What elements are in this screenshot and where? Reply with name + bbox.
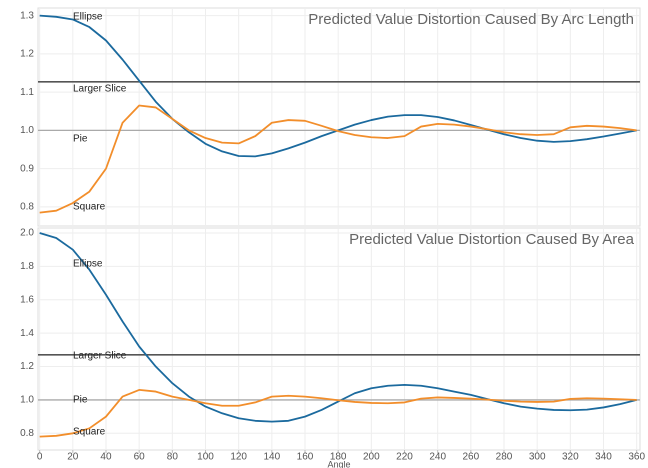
- line-series: [39, 389, 637, 438]
- y-tick-label: 0.9: [20, 163, 34, 174]
- y-tick-label: 1.3: [20, 10, 34, 21]
- y-tick-label: 1.4: [20, 328, 34, 339]
- line-series: [39, 104, 637, 214]
- y-tick-label: 1.2: [20, 49, 34, 60]
- y-tick-label: 1.8: [20, 261, 34, 272]
- y-tick-label: 1.6: [20, 294, 34, 305]
- x-tick-label: 80: [167, 452, 179, 463]
- y-tick-label: 1.0: [20, 395, 34, 406]
- line-series: [39, 232, 637, 423]
- x-tick-label: 40: [100, 452, 112, 463]
- chart-title: Predicted Value Distortion Caused By Arc…: [308, 11, 634, 28]
- y-tick-label: 0.8: [20, 202, 34, 213]
- x-tick-label: 120: [230, 452, 247, 463]
- x-axis-label: Angle: [327, 459, 350, 468]
- panel: [37, 7, 641, 227]
- x-tick-label: 320: [562, 452, 579, 463]
- x-tick-label: 280: [496, 452, 513, 463]
- x-tick-label: 160: [297, 452, 314, 463]
- y-tick-label: 1.2: [20, 361, 34, 372]
- series-label: Square: [73, 427, 106, 438]
- y-tick-label: 1.1: [20, 87, 34, 98]
- x-tick-label: 360: [628, 452, 645, 463]
- reference-label: Larger Slice: [73, 84, 127, 95]
- x-tick-label: 340: [595, 452, 612, 463]
- y-tick-label: 0.8: [20, 428, 34, 439]
- y-tick-label: 1.0: [20, 125, 34, 136]
- x-tick-label: 100: [197, 452, 214, 463]
- x-tick-label: 140: [263, 452, 280, 463]
- chart-title: Predicted Value Distortion Caused By Are…: [349, 231, 635, 248]
- series-label: Square: [73, 202, 106, 213]
- panel: [37, 227, 641, 451]
- y-tick-label: 2.0: [20, 228, 34, 239]
- x-tick-label: 0: [37, 452, 43, 463]
- series-label: Ellipse: [73, 12, 103, 23]
- x-tick-label: 220: [396, 452, 413, 463]
- x-tick-label: 200: [363, 452, 380, 463]
- reference-label: Pie: [73, 395, 88, 406]
- x-tick-label: 180: [330, 452, 347, 463]
- x-tick-label: 60: [134, 452, 146, 463]
- x-tick-label: 300: [529, 452, 546, 463]
- x-tick-label: 260: [462, 452, 479, 463]
- series-label: Ellipse: [73, 259, 103, 270]
- reference-label: Pie: [73, 134, 88, 145]
- x-tick-label: 20: [67, 452, 79, 463]
- x-tick-label: 240: [429, 452, 446, 463]
- reference-label: Larger Slice: [73, 351, 127, 362]
